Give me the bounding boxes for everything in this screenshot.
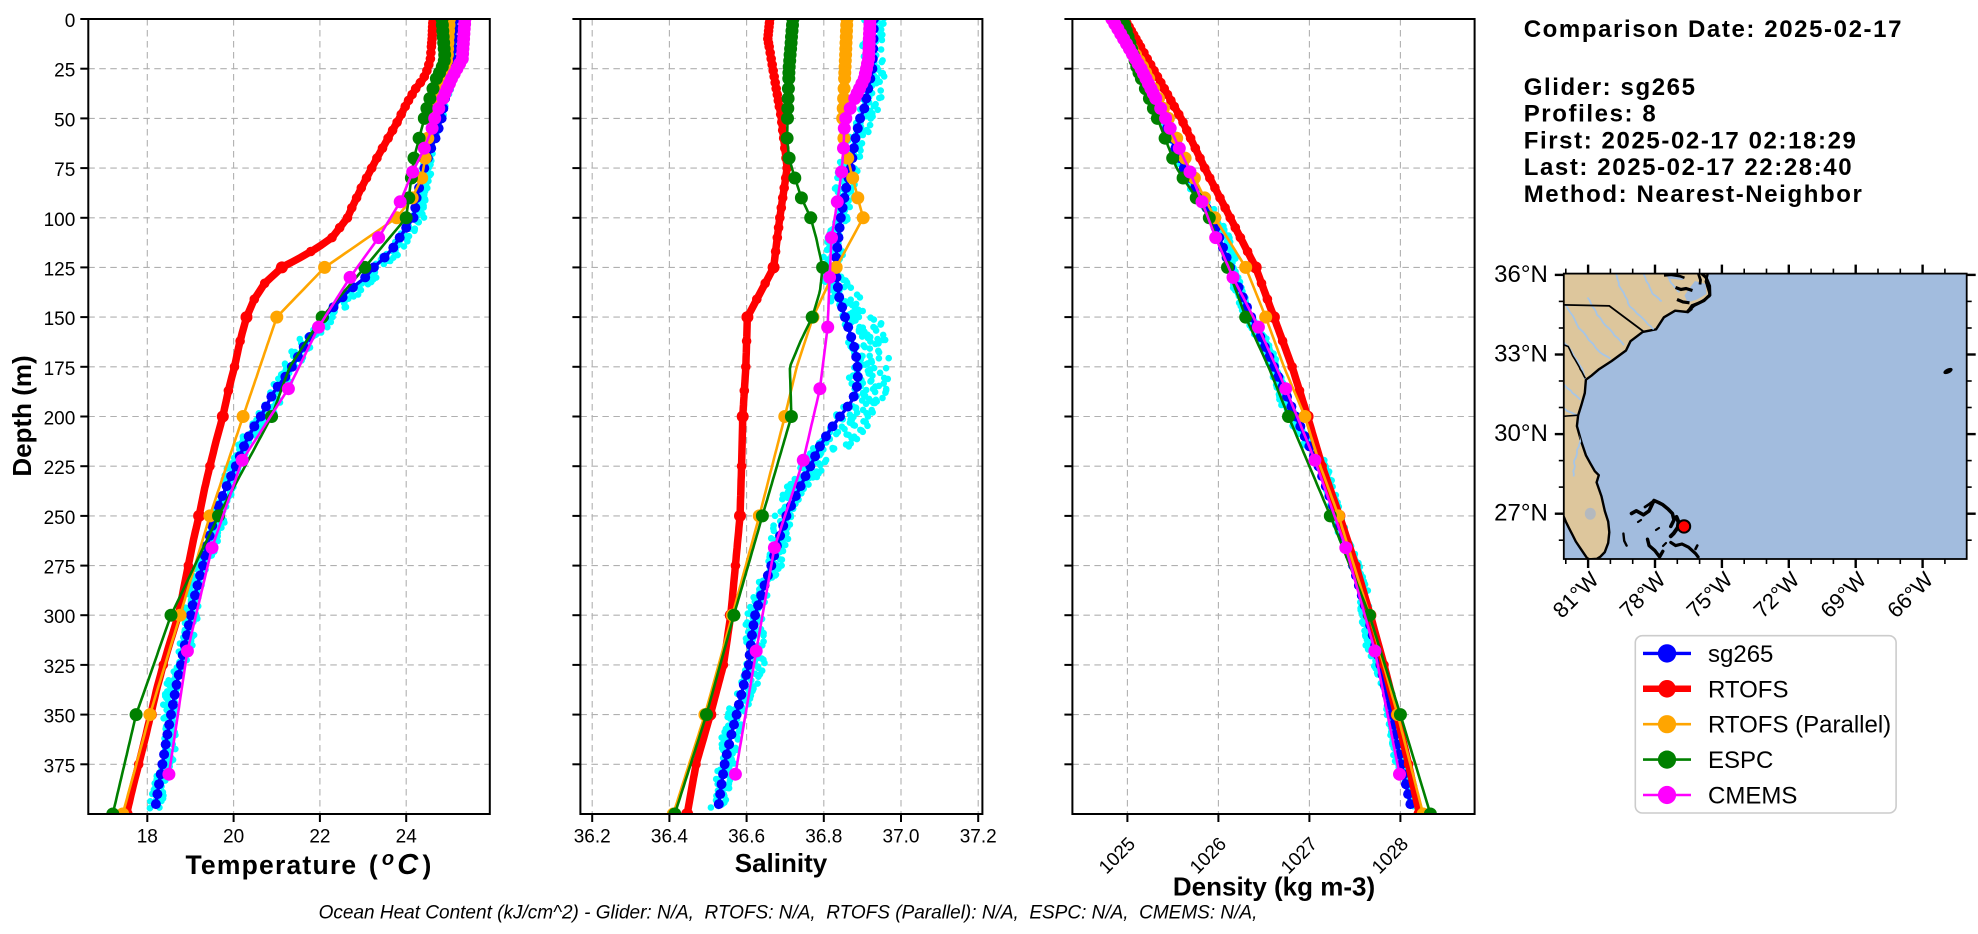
svg-text:RTOFS (Parallel): RTOFS (Parallel) <box>1708 712 1891 739</box>
svg-text:350: 350 <box>44 707 76 728</box>
svg-text:30°N: 30°N <box>1494 420 1548 447</box>
svg-text:Profiles: 8: Profiles: 8 <box>1524 101 1658 128</box>
svg-text:First: 2025-02-17 02:18:29: First: 2025-02-17 02:18:29 <box>1524 127 1858 154</box>
svg-text:18: 18 <box>137 827 158 848</box>
svg-text:325: 325 <box>44 657 76 678</box>
svg-text:225: 225 <box>44 458 76 479</box>
svg-text:Ocean Heat Content (kJ/cm^2) -: Ocean Heat Content (kJ/cm^2) - Glider: N… <box>319 903 1258 924</box>
svg-text:36°N: 36°N <box>1494 261 1548 288</box>
svg-text:200: 200 <box>44 409 76 430</box>
svg-text:Glider: sg265: Glider: sg265 <box>1524 74 1697 101</box>
svg-text:300: 300 <box>44 607 76 628</box>
svg-text:Comparison Date: 2025-02-17: Comparison Date: 2025-02-17 <box>1524 16 1903 43</box>
svg-text:Method: Nearest-Neighbor: Method: Nearest-Neighbor <box>1524 181 1864 208</box>
svg-text:Salinity: Salinity <box>735 848 828 878</box>
svg-text:RTOFS: RTOFS <box>1708 676 1788 703</box>
svg-text:CMEMS: CMEMS <box>1708 783 1797 810</box>
svg-text:100: 100 <box>44 210 76 231</box>
svg-text:Last: 2025-02-17 22:28:40: Last: 2025-02-17 22:28:40 <box>1524 154 1854 181</box>
svg-text:Density (kg m-3): Density (kg m-3) <box>1173 872 1375 902</box>
svg-text:150: 150 <box>44 309 76 330</box>
svg-text:37.2: 37.2 <box>960 827 997 848</box>
svg-text:24: 24 <box>396 827 418 848</box>
svg-text:75: 75 <box>54 160 75 181</box>
svg-text:250: 250 <box>44 508 76 529</box>
svg-text:275: 275 <box>44 558 76 579</box>
svg-text:375: 375 <box>44 756 76 777</box>
svg-text:0: 0 <box>65 11 76 32</box>
svg-text:Depth (m): Depth (m) <box>7 355 37 476</box>
svg-text:36.2: 36.2 <box>574 827 611 848</box>
svg-text:36.8: 36.8 <box>805 827 842 848</box>
svg-text:125: 125 <box>44 259 76 280</box>
svg-text:sg265: sg265 <box>1708 641 1773 668</box>
svg-text:36.6: 36.6 <box>728 827 765 848</box>
svg-text:27°N: 27°N <box>1494 500 1548 527</box>
svg-text:33°N: 33°N <box>1494 341 1548 368</box>
svg-text:175: 175 <box>44 359 76 380</box>
svg-text:25: 25 <box>54 61 75 82</box>
svg-text:ESPC: ESPC <box>1708 747 1773 774</box>
svg-text:36.4: 36.4 <box>651 827 688 848</box>
svg-text:50: 50 <box>54 110 75 131</box>
svg-text:22: 22 <box>309 827 330 848</box>
svg-text:37.0: 37.0 <box>883 827 920 848</box>
svg-text:20: 20 <box>223 827 244 848</box>
